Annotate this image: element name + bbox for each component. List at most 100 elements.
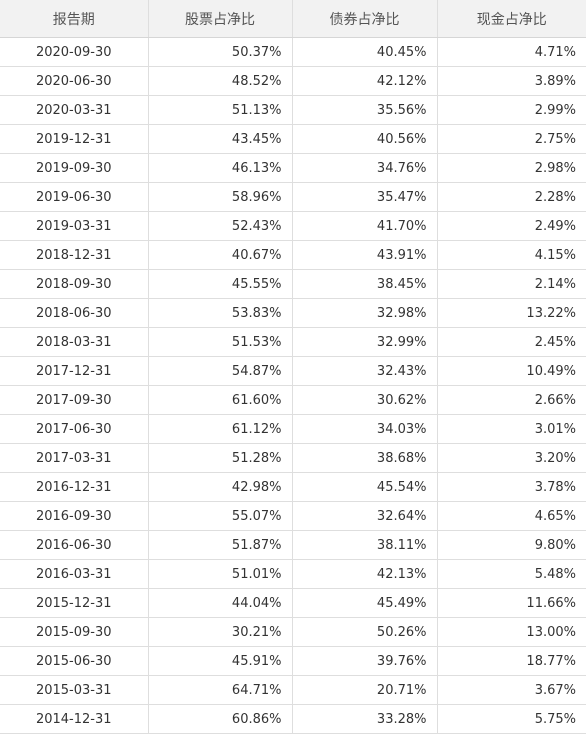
table-row: 2018-06-30 53.83% 32.98% 13.22% bbox=[0, 298, 586, 328]
report-period-cell: 2017-06-30 bbox=[0, 414, 149, 444]
stock-ratio-cell: 50.37% bbox=[148, 37, 293, 67]
table-row: 2017-12-31 54.87% 32.43% 10.49% bbox=[0, 356, 586, 386]
bond-ratio-cell: 30.62% bbox=[292, 385, 438, 415]
cash-ratio-cell: 2.75% bbox=[437, 124, 586, 154]
stock-ratio-cell: 30.21% bbox=[148, 617, 293, 647]
table-row: 2020-09-30 50.37% 40.45% 4.71% bbox=[0, 37, 586, 67]
report-period-cell: 2019-06-30 bbox=[0, 182, 149, 212]
bond-ratio-cell: 35.47% bbox=[292, 182, 438, 212]
stock-ratio-cell: 45.91% bbox=[148, 646, 293, 676]
bond-ratio-cell: 32.98% bbox=[292, 298, 438, 328]
stock-ratio-cell: 51.13% bbox=[148, 95, 293, 125]
bond-ratio-cell: 38.45% bbox=[292, 269, 438, 299]
header-row: 报告期 股票占净比 债券占净比 现金占净比 bbox=[0, 0, 586, 38]
table-row: 2016-06-30 51.87% 38.11% 9.80% bbox=[0, 530, 586, 560]
table-row: 2015-09-30 30.21% 50.26% 13.00% bbox=[0, 617, 586, 647]
column-header-stock-ratio[interactable]: 股票占净比 bbox=[148, 0, 293, 38]
report-period-cell: 2017-12-31 bbox=[0, 356, 149, 386]
stock-ratio-cell: 55.07% bbox=[148, 501, 293, 531]
table-row: 2018-12-31 40.67% 43.91% 4.15% bbox=[0, 240, 586, 270]
cash-ratio-cell: 3.20% bbox=[437, 443, 586, 473]
column-header-cash-ratio[interactable]: 现金占净比 bbox=[437, 0, 586, 38]
column-header-report-period[interactable]: 报告期 bbox=[0, 0, 149, 38]
bond-ratio-cell: 42.13% bbox=[292, 559, 438, 589]
bond-ratio-cell: 43.91% bbox=[292, 240, 438, 270]
stock-ratio-cell: 45.55% bbox=[148, 269, 293, 299]
table-row: 2018-09-30 45.55% 38.45% 2.14% bbox=[0, 269, 586, 299]
report-period-cell: 2016-03-31 bbox=[0, 559, 149, 589]
table-row: 2017-03-31 51.28% 38.68% 3.20% bbox=[0, 443, 586, 473]
cash-ratio-cell: 11.66% bbox=[437, 588, 586, 618]
stock-ratio-cell: 46.13% bbox=[148, 153, 293, 183]
report-period-cell: 2018-12-31 bbox=[0, 240, 149, 270]
cash-ratio-cell: 2.98% bbox=[437, 153, 586, 183]
bond-ratio-cell: 34.03% bbox=[292, 414, 438, 444]
report-period-cell: 2018-06-30 bbox=[0, 298, 149, 328]
stock-ratio-cell: 58.96% bbox=[148, 182, 293, 212]
stock-ratio-cell: 42.98% bbox=[148, 472, 293, 502]
stock-ratio-cell: 60.86% bbox=[148, 704, 293, 734]
bond-ratio-cell: 32.64% bbox=[292, 501, 438, 531]
cash-ratio-cell: 2.14% bbox=[437, 269, 586, 299]
table-row: 2018-03-31 51.53% 32.99% 2.45% bbox=[0, 327, 586, 357]
report-period-cell: 2019-09-30 bbox=[0, 153, 149, 183]
cash-ratio-cell: 3.67% bbox=[437, 675, 586, 705]
cash-ratio-cell: 2.99% bbox=[437, 95, 586, 125]
cash-ratio-cell: 13.00% bbox=[437, 617, 586, 647]
bond-ratio-cell: 45.54% bbox=[292, 472, 438, 502]
report-period-cell: 2019-03-31 bbox=[0, 211, 149, 241]
stock-ratio-cell: 61.12% bbox=[148, 414, 293, 444]
stock-ratio-cell: 53.83% bbox=[148, 298, 293, 328]
table-row: 2016-12-31 42.98% 45.54% 3.78% bbox=[0, 472, 586, 502]
bond-ratio-cell: 42.12% bbox=[292, 66, 438, 96]
table-row: 2015-12-31 44.04% 45.49% 11.66% bbox=[0, 588, 586, 618]
cash-ratio-cell: 4.15% bbox=[437, 240, 586, 270]
stock-ratio-cell: 54.87% bbox=[148, 356, 293, 386]
bond-ratio-cell: 38.68% bbox=[292, 443, 438, 473]
stock-ratio-cell: 44.04% bbox=[148, 588, 293, 618]
table-row: 2015-03-31 64.71% 20.71% 3.67% bbox=[0, 675, 586, 705]
report-period-cell: 2018-09-30 bbox=[0, 269, 149, 299]
stock-ratio-cell: 61.60% bbox=[148, 385, 293, 415]
report-period-cell: 2020-03-31 bbox=[0, 95, 149, 125]
cash-ratio-cell: 3.89% bbox=[437, 66, 586, 96]
table-body: 2020-09-30 50.37% 40.45% 4.71% 2020-06-30 48.… bbox=[0, 37, 586, 734]
table-row: 2015-06-30 45.91% 39.76% 18.77% bbox=[0, 646, 586, 676]
report-period-cell: 2020-09-30 bbox=[0, 37, 149, 67]
cash-ratio-cell: 4.65% bbox=[437, 501, 586, 531]
report-period-cell: 2016-09-30 bbox=[0, 501, 149, 531]
cash-ratio-cell: 9.80% bbox=[437, 530, 586, 560]
stock-ratio-cell: 51.28% bbox=[148, 443, 293, 473]
stock-ratio-cell: 51.53% bbox=[148, 327, 293, 357]
cash-ratio-cell: 18.77% bbox=[437, 646, 586, 676]
report-period-cell: 2018-03-31 bbox=[0, 327, 149, 357]
cash-ratio-cell: 4.71% bbox=[437, 37, 586, 67]
cash-ratio-cell: 5.75% bbox=[437, 704, 586, 734]
table-row: 2016-09-30 55.07% 32.64% 4.65% bbox=[0, 501, 586, 531]
bond-ratio-cell: 40.56% bbox=[292, 124, 438, 154]
report-period-cell: 2015-12-31 bbox=[0, 588, 149, 618]
report-period-cell: 2016-06-30 bbox=[0, 530, 149, 560]
report-period-cell: 2015-06-30 bbox=[0, 646, 149, 676]
cash-ratio-cell: 2.49% bbox=[437, 211, 586, 241]
cash-ratio-cell: 13.22% bbox=[437, 298, 586, 328]
table-row: 2014-12-31 60.86% 33.28% 5.75% bbox=[0, 704, 586, 734]
cash-ratio-cell: 3.78% bbox=[437, 472, 586, 502]
bond-ratio-cell: 41.70% bbox=[292, 211, 438, 241]
report-period-cell: 2014-12-31 bbox=[0, 704, 149, 734]
stock-ratio-cell: 48.52% bbox=[148, 66, 293, 96]
report-period-cell: 2020-06-30 bbox=[0, 66, 149, 96]
stock-ratio-cell: 51.01% bbox=[148, 559, 293, 589]
table-row: 2019-12-31 43.45% 40.56% 2.75% bbox=[0, 124, 586, 154]
bond-ratio-cell: 20.71% bbox=[292, 675, 438, 705]
report-period-cell: 2016-12-31 bbox=[0, 472, 149, 502]
cash-ratio-cell: 2.66% bbox=[437, 385, 586, 415]
stock-ratio-cell: 52.43% bbox=[148, 211, 293, 241]
column-header-bond-ratio[interactable]: 债券占净比 bbox=[292, 0, 438, 38]
cash-ratio-cell: 2.28% bbox=[437, 182, 586, 212]
table-row: 2019-03-31 52.43% 41.70% 2.49% bbox=[0, 211, 586, 241]
report-period-cell: 2015-09-30 bbox=[0, 617, 149, 647]
stock-ratio-cell: 40.67% bbox=[148, 240, 293, 270]
cash-ratio-cell: 5.48% bbox=[437, 559, 586, 589]
